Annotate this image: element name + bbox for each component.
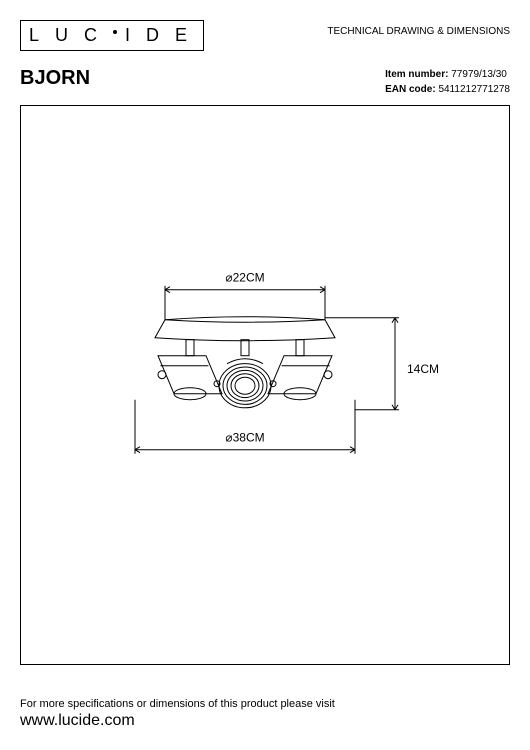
header: LUCIDE TECHNICAL DRAWING & DIMENSIONS <box>20 20 510 51</box>
technical-drawing: ⌀22CM ⌀38CM 14CM <box>85 220 445 505</box>
svg-text:⌀38CM: ⌀38CM <box>225 431 264 445</box>
logo-letter: I <box>125 25 138 46</box>
brand-logo: LUCIDE <box>20 20 204 51</box>
product-name: BJORN <box>20 67 90 97</box>
logo-letter: D <box>146 25 167 46</box>
ean-value: 5411212771278 <box>438 84 510 95</box>
header-right-text: TECHNICAL DRAWING & DIMENSIONS <box>327 20 510 37</box>
footer-text: For more specifications or dimensions of… <box>20 698 335 710</box>
logo-letter: L <box>29 25 47 46</box>
logo-letter: U <box>55 25 76 46</box>
item-number-value: 77979/13/30 <box>451 69 507 80</box>
logo-letter: C <box>84 25 105 46</box>
drawing-frame: ⌀22CM ⌀38CM 14CM <box>20 105 510 665</box>
logo-letter: E <box>175 25 195 46</box>
footer-url: www.lucide.com <box>20 712 335 730</box>
svg-text:⌀22CM: ⌀22CM <box>225 271 264 285</box>
footer: For more specifications or dimensions of… <box>20 698 335 730</box>
svg-text:14CM: 14CM <box>407 362 439 376</box>
subheader: BJORN Item number: 77979/13/30 EAN code:… <box>20 67 510 97</box>
product-meta: Item number: 77979/13/30 EAN code: 54112… <box>385 67 510 97</box>
ean-label: EAN code: <box>385 84 436 95</box>
logo-dot <box>113 30 117 34</box>
item-number-label: Item number: <box>385 69 448 80</box>
